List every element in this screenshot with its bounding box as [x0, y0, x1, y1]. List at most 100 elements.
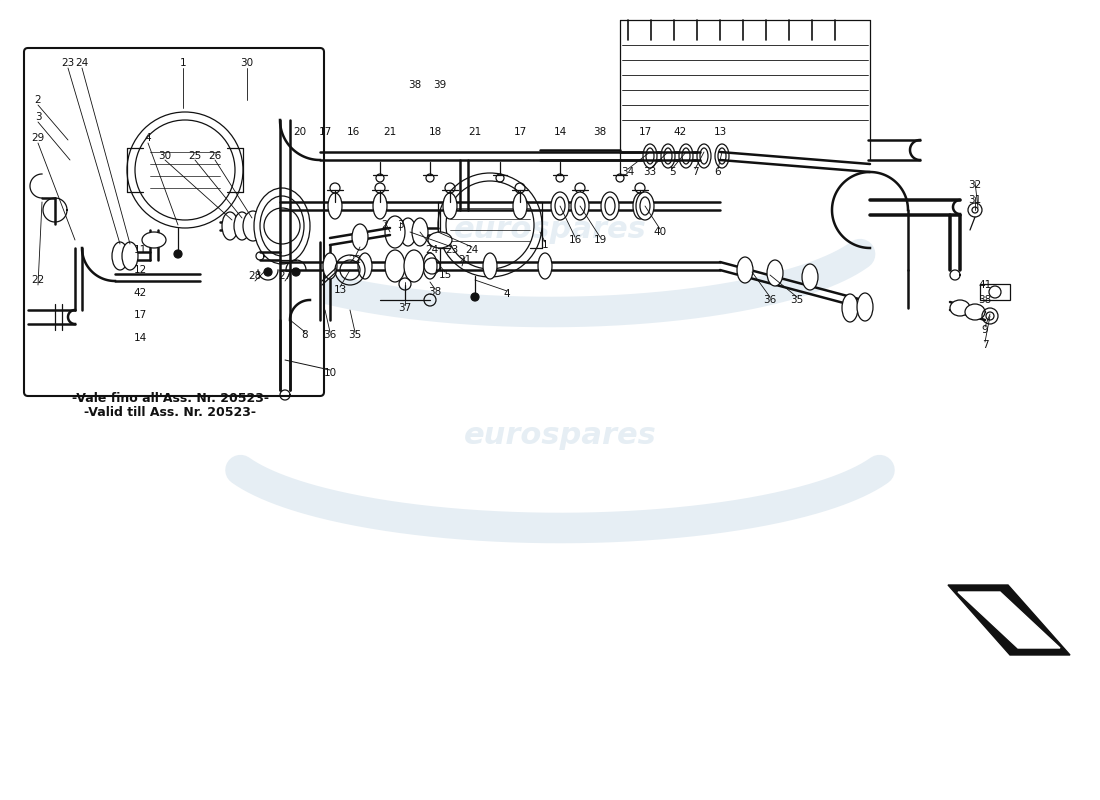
Text: 15: 15 — [439, 270, 452, 280]
Text: 22: 22 — [349, 255, 362, 265]
Ellipse shape — [424, 253, 437, 279]
Ellipse shape — [802, 264, 818, 290]
Text: 40: 40 — [653, 227, 667, 237]
Text: 9: 9 — [981, 325, 988, 335]
Ellipse shape — [767, 260, 783, 286]
Ellipse shape — [573, 193, 587, 219]
Text: 42: 42 — [133, 288, 146, 298]
Text: 12: 12 — [133, 265, 146, 275]
Ellipse shape — [842, 294, 858, 322]
Text: 17: 17 — [133, 310, 146, 320]
Text: 19: 19 — [593, 235, 606, 245]
Ellipse shape — [640, 197, 650, 215]
Text: 18: 18 — [428, 127, 441, 137]
Ellipse shape — [373, 193, 387, 219]
Ellipse shape — [644, 144, 657, 168]
Text: 17: 17 — [514, 127, 527, 137]
Text: 6: 6 — [715, 167, 722, 177]
Polygon shape — [948, 585, 1070, 655]
Ellipse shape — [222, 212, 238, 240]
Text: 31: 31 — [968, 195, 981, 205]
Text: 36: 36 — [323, 330, 337, 340]
Text: 23: 23 — [446, 245, 459, 255]
Text: 16: 16 — [569, 235, 582, 245]
Ellipse shape — [428, 232, 452, 248]
Text: 35: 35 — [791, 295, 804, 305]
Ellipse shape — [404, 250, 424, 282]
Text: 1: 1 — [541, 240, 548, 250]
Ellipse shape — [551, 192, 569, 220]
Ellipse shape — [718, 148, 726, 164]
Text: 36: 36 — [763, 295, 777, 305]
Text: 41: 41 — [978, 280, 991, 290]
Ellipse shape — [700, 148, 708, 164]
Text: 24: 24 — [465, 245, 478, 255]
Ellipse shape — [234, 212, 250, 240]
Text: 24: 24 — [76, 58, 89, 68]
Text: 24: 24 — [426, 245, 439, 255]
Text: 38: 38 — [428, 287, 441, 297]
Text: 21: 21 — [459, 255, 472, 265]
Text: 35: 35 — [349, 330, 362, 340]
Ellipse shape — [682, 148, 690, 164]
Text: 26: 26 — [208, 151, 221, 161]
Ellipse shape — [697, 144, 711, 168]
Ellipse shape — [661, 144, 675, 168]
Ellipse shape — [400, 218, 416, 246]
Circle shape — [292, 268, 300, 276]
Ellipse shape — [122, 242, 138, 270]
Text: 14: 14 — [133, 333, 146, 343]
Ellipse shape — [965, 304, 985, 320]
Text: 2: 2 — [35, 95, 42, 105]
Ellipse shape — [737, 257, 754, 283]
Text: 32: 32 — [968, 180, 981, 190]
Text: 5: 5 — [669, 167, 675, 177]
Text: 7: 7 — [692, 167, 698, 177]
Text: 4: 4 — [145, 133, 152, 143]
Ellipse shape — [715, 144, 729, 168]
Circle shape — [174, 250, 182, 258]
Ellipse shape — [385, 250, 405, 282]
FancyBboxPatch shape — [24, 48, 324, 396]
Text: 14: 14 — [553, 127, 566, 137]
Ellipse shape — [142, 232, 166, 248]
Text: 22: 22 — [32, 275, 45, 285]
Text: 21: 21 — [469, 127, 482, 137]
Text: 3: 3 — [397, 220, 404, 230]
Text: 37: 37 — [398, 303, 411, 313]
Ellipse shape — [538, 253, 552, 279]
Text: 4: 4 — [504, 289, 510, 299]
Text: -Vale fino all'Ass. Nr. 20523-: -Vale fino all'Ass. Nr. 20523- — [72, 391, 268, 405]
Ellipse shape — [112, 242, 128, 270]
Text: 10: 10 — [323, 368, 337, 378]
Ellipse shape — [679, 144, 693, 168]
Ellipse shape — [260, 196, 304, 256]
Text: 30: 30 — [241, 58, 254, 68]
Text: 13: 13 — [714, 127, 727, 137]
Text: 39: 39 — [433, 80, 447, 90]
Text: 17: 17 — [638, 127, 651, 137]
Ellipse shape — [636, 192, 654, 220]
Ellipse shape — [443, 193, 456, 219]
Ellipse shape — [646, 148, 654, 164]
Text: 23: 23 — [62, 58, 75, 68]
Text: 38: 38 — [593, 127, 606, 137]
Ellipse shape — [352, 224, 368, 250]
Text: 8: 8 — [301, 330, 308, 340]
Text: 1: 1 — [179, 58, 186, 68]
Text: 13: 13 — [333, 285, 346, 295]
Text: eurospares: eurospares — [463, 421, 657, 450]
Ellipse shape — [328, 193, 342, 219]
Text: 42: 42 — [673, 127, 686, 137]
Ellipse shape — [323, 253, 337, 279]
Text: 29: 29 — [32, 133, 45, 143]
Polygon shape — [958, 592, 1060, 648]
Ellipse shape — [950, 300, 970, 316]
Ellipse shape — [412, 218, 428, 246]
Bar — [980, 284, 1010, 300]
Ellipse shape — [575, 197, 585, 215]
Ellipse shape — [483, 253, 497, 279]
Text: 38: 38 — [408, 80, 421, 90]
Ellipse shape — [857, 293, 873, 321]
Text: 7: 7 — [981, 340, 988, 350]
